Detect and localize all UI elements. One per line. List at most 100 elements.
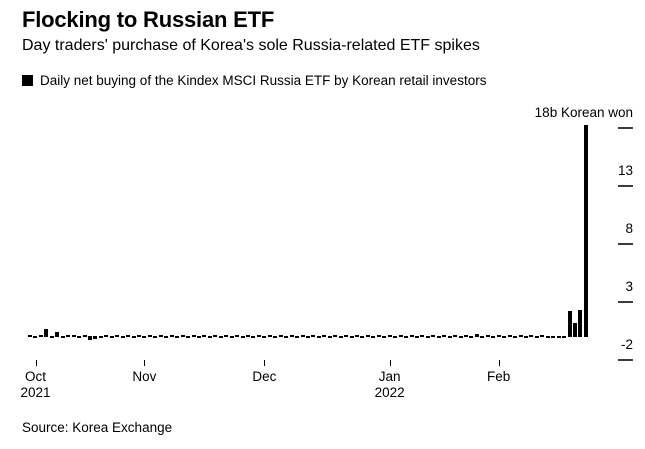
bar <box>474 333 479 337</box>
bar <box>382 336 387 338</box>
bar <box>300 335 305 337</box>
bar <box>387 335 392 337</box>
bar <box>513 336 518 338</box>
bar <box>295 336 300 338</box>
bar <box>186 336 191 338</box>
bar <box>284 336 289 338</box>
source-text: Source: Korea Exchange <box>22 420 173 435</box>
bar <box>583 124 588 337</box>
bar <box>436 336 441 338</box>
bar <box>278 335 283 337</box>
bar <box>573 323 577 337</box>
bar <box>273 336 278 338</box>
bar <box>120 336 125 338</box>
bar <box>458 336 463 338</box>
bar <box>158 335 163 337</box>
bar <box>567 311 572 337</box>
bar <box>240 336 245 338</box>
month-label: Nov <box>132 369 157 384</box>
bar <box>398 335 403 337</box>
bar <box>344 335 349 337</box>
bar <box>109 336 114 338</box>
legend: Daily net buying of the Kindex MSCI Russ… <box>22 72 486 88</box>
bar <box>485 335 490 337</box>
year-label: 2021 <box>20 385 51 400</box>
bar <box>142 336 147 338</box>
bar <box>409 335 414 337</box>
legend-swatch-icon <box>22 74 33 86</box>
bar <box>447 336 452 338</box>
bar <box>213 335 218 337</box>
bar <box>420 335 425 337</box>
month-label: Dec <box>252 369 277 384</box>
bar <box>77 336 82 338</box>
bar <box>175 336 180 338</box>
y-axis-tick-dash <box>618 185 633 188</box>
bar <box>147 335 152 337</box>
bar <box>49 336 54 338</box>
bar <box>164 336 169 338</box>
bar <box>529 335 534 337</box>
bar <box>137 335 141 337</box>
bar <box>93 336 98 340</box>
bar <box>33 336 38 338</box>
y-axis-tick-label: -2 <box>620 337 633 353</box>
bar <box>431 334 436 337</box>
bar <box>60 336 65 338</box>
bar <box>491 336 496 338</box>
bar <box>338 336 343 338</box>
bar <box>355 335 359 337</box>
legend-label: Daily net buying of the Kindex MSCI Russ… <box>40 72 487 88</box>
bar <box>289 335 294 337</box>
bar <box>556 336 561 338</box>
bar <box>38 335 43 337</box>
bar <box>496 335 501 337</box>
bar <box>262 336 267 338</box>
bar <box>365 335 370 337</box>
x-axis-tick <box>389 360 391 366</box>
bar <box>523 336 528 338</box>
bar <box>333 335 338 337</box>
bar <box>180 335 185 337</box>
bar <box>126 335 131 337</box>
bar <box>393 336 398 338</box>
bar <box>453 335 458 337</box>
bar <box>246 335 250 337</box>
y-axis-tick-dash <box>618 301 633 304</box>
bar <box>545 336 550 338</box>
bar <box>507 335 512 337</box>
bar <box>327 336 332 338</box>
bar <box>87 336 92 341</box>
bar <box>311 335 316 337</box>
bar <box>480 336 485 338</box>
x-axis-tick <box>264 360 266 366</box>
bar <box>534 336 539 338</box>
bar <box>224 335 229 337</box>
bar <box>153 336 158 338</box>
bar <box>28 335 32 337</box>
bar <box>115 335 120 337</box>
bar <box>131 336 136 338</box>
x-axis-tick <box>144 360 146 366</box>
x-axis-tick <box>498 360 500 366</box>
bar <box>251 336 256 338</box>
bar <box>502 336 507 338</box>
bar <box>256 335 261 337</box>
bar <box>464 335 468 337</box>
bar <box>376 335 381 337</box>
bar <box>316 336 321 338</box>
bar <box>82 335 87 337</box>
bar <box>169 335 174 337</box>
bar <box>196 336 201 338</box>
year-label: 2022 <box>374 385 405 400</box>
x-axis-tick <box>35 360 37 366</box>
bar <box>218 336 223 338</box>
bar <box>442 335 447 337</box>
month-label: Oct <box>24 369 46 384</box>
bar <box>349 336 354 338</box>
bar <box>518 335 523 337</box>
bar <box>551 336 556 338</box>
bar <box>229 336 234 338</box>
bar <box>71 334 76 337</box>
